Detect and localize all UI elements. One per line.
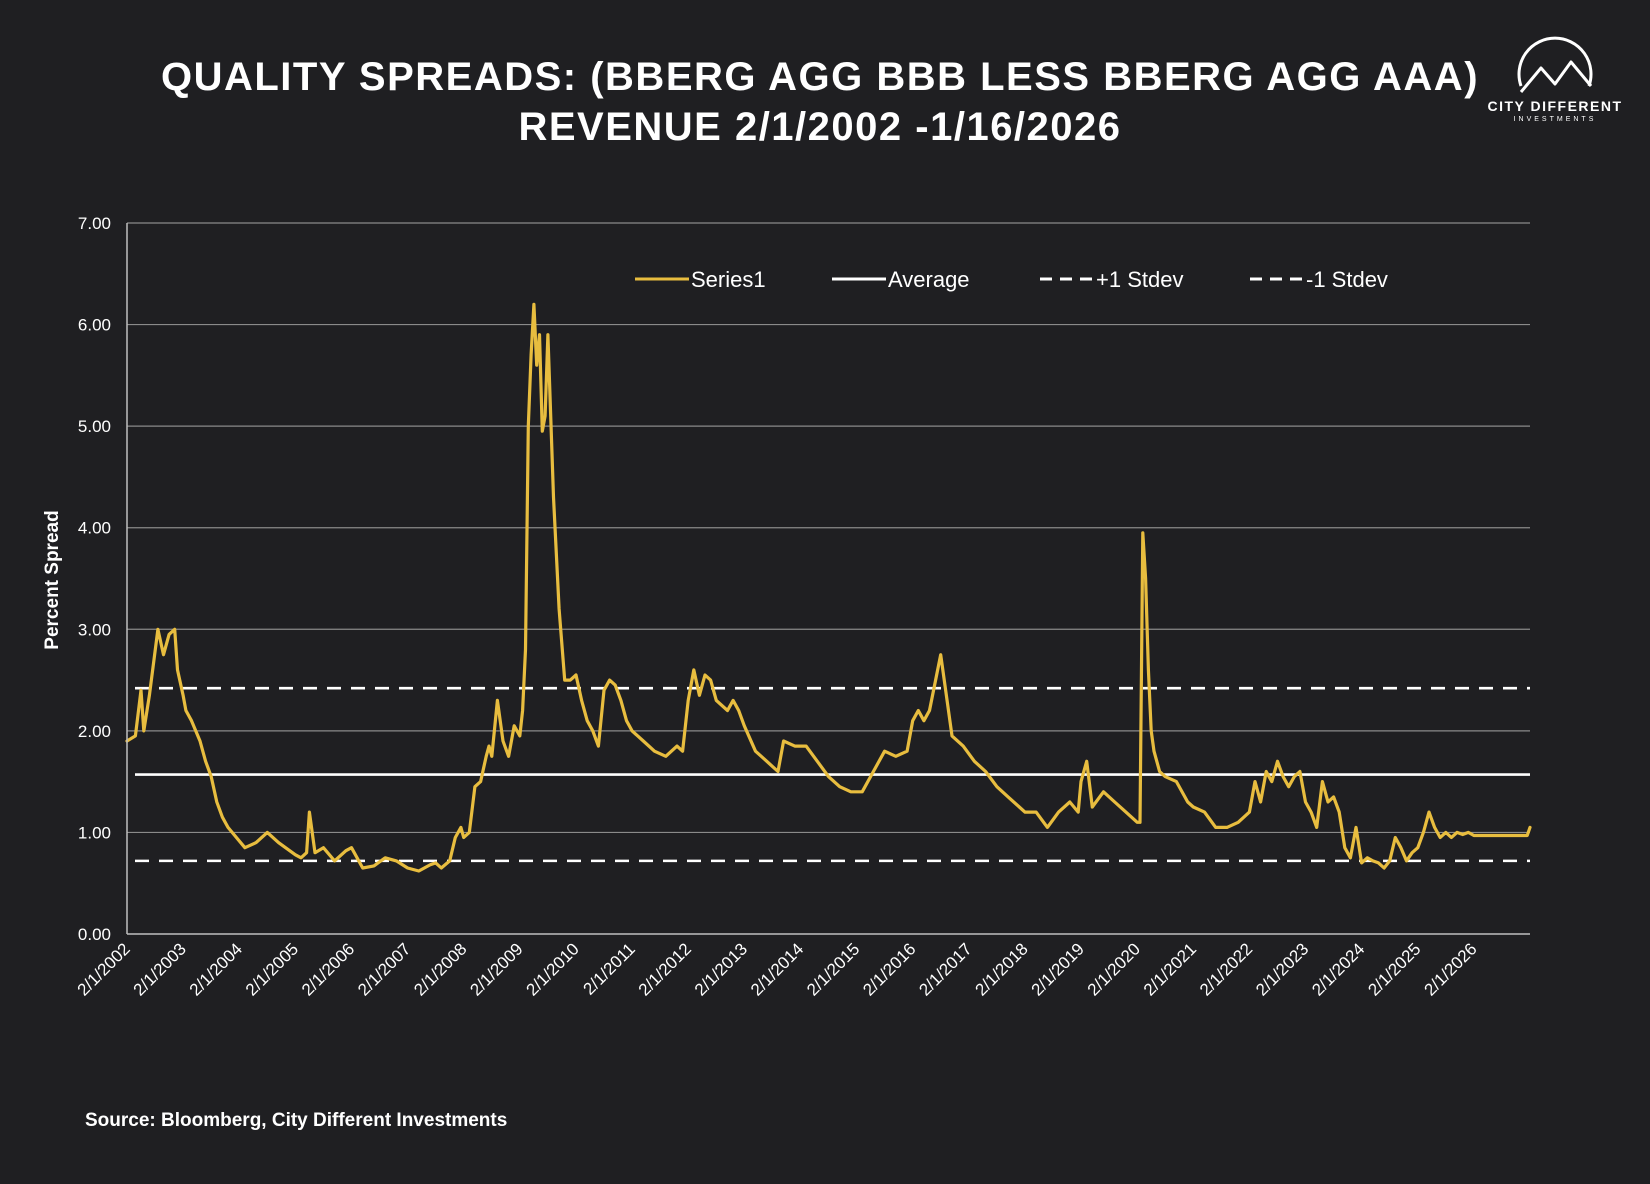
legend-label: Average [888, 267, 970, 292]
logo-sub: INVESTMENTS [1513, 116, 1597, 123]
reference-lines [135, 686, 1530, 863]
x-tick-label: 2/1/2019 [1028, 939, 1088, 999]
x-tick-label: 2/1/2023 [1252, 939, 1312, 999]
x-tick-label: 2/1/2017 [915, 939, 975, 999]
x-tick-label: 2/1/2025 [1364, 939, 1424, 999]
x-tick-label: 2/1/2020 [1084, 939, 1144, 999]
x-tick-label: 2/1/2016 [859, 939, 919, 999]
y-tick-label: 4.00 [78, 519, 111, 538]
company-logo: CITY DIFFERENT INVESTMENTS [1480, 34, 1630, 144]
source-note: Source: Bloomberg, City Different Invest… [85, 1110, 508, 1131]
x-tick-label: 2/1/2024 [1308, 939, 1368, 999]
y-tick-label: 7.00 [78, 214, 111, 233]
chart-title: QUALITY SPREADS: (BBERG AGG BBB LESS BBE… [0, 52, 1640, 152]
x-tick-label: 2/1/2021 [1140, 939, 1200, 999]
series1-line [125, 302, 1532, 873]
legend-label: Series1 [691, 267, 766, 292]
x-tick-label: 2/1/2002 [74, 939, 134, 999]
y-axis-ticks: 0.00 1.00 2.00 3.00 4.00 5.00 6.00 7.00 [78, 214, 111, 944]
x-tick-label: 2/1/2026 [1420, 939, 1480, 999]
legend-label: +1 Stdev [1096, 267, 1183, 292]
x-tick-label: 2/1/2005 [242, 939, 302, 999]
chart-title-line2: REVENUE 2/1/2002 -1/16/2026 [518, 105, 1122, 149]
x-tick-label: 2/1/2015 [803, 939, 863, 999]
x-tick-label: 2/1/2009 [466, 939, 526, 999]
y-tick-label: 0.00 [78, 925, 111, 944]
logo-brand: CITY DIFFERENT [1487, 98, 1623, 114]
y-tick-label: 5.00 [78, 417, 111, 436]
y-axis-label: Percent Spread [42, 510, 63, 649]
x-tick-label: 2/1/2007 [354, 939, 414, 999]
x-tick-label: 2/1/2014 [747, 939, 807, 999]
legend-label: -1 Stdev [1306, 267, 1388, 292]
x-tick-label: 2/1/2004 [186, 939, 246, 999]
y-tick-label: 2.00 [78, 722, 111, 741]
mountain-circle-icon [1517, 36, 1593, 93]
series-lines [125, 302, 1532, 873]
x-axis-ticks: 2/1/20022/1/20032/1/20042/1/20052/1/2006… [74, 939, 1481, 999]
x-tick-label: 2/1/2011 [580, 939, 639, 998]
y-tick-label: 6.00 [78, 316, 111, 335]
x-tick-label: 2/1/2022 [1196, 939, 1256, 999]
grid-lines [127, 222, 1530, 834]
axes [126, 223, 1530, 935]
x-tick-label: 2/1/2010 [523, 939, 583, 999]
x-tick-label: 2/1/2012 [635, 939, 695, 999]
x-tick-label: 2/1/2003 [130, 939, 190, 999]
x-tick-label: 2/1/2008 [410, 939, 470, 999]
x-tick-label: 2/1/2018 [972, 939, 1032, 999]
x-tick-label: 2/1/2006 [298, 939, 358, 999]
x-tick-label: 2/1/2013 [691, 939, 751, 999]
chart-title-line1: QUALITY SPREADS: (BBERG AGG BBB LESS BBE… [160, 55, 1480, 99]
legend: Series1 Average +1 Stdev -1 Stdev [635, 267, 1388, 292]
y-tick-label: 1.00 [78, 823, 111, 842]
y-tick-label: 3.00 [78, 620, 111, 639]
